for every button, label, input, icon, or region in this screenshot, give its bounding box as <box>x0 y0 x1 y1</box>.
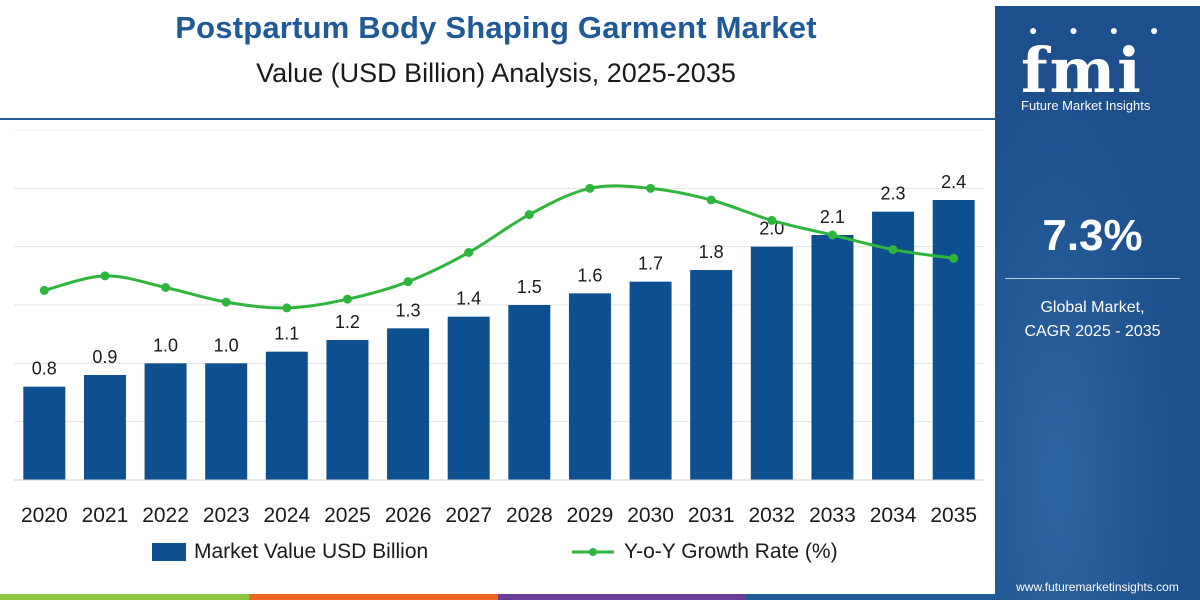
bar-value-label-2021: 0.9 <box>92 347 117 367</box>
bar-value-label-2033: 2.1 <box>820 207 845 227</box>
chart-panel: Postpartum Body Shaping Garment Market V… <box>0 10 995 600</box>
bar-value-label-2022: 1.0 <box>153 335 178 355</box>
x-tick-2033: 2033 <box>809 504 856 527</box>
bar-2023 <box>205 363 248 480</box>
bar-value-label-2026: 1.3 <box>396 300 421 320</box>
bar-2022 <box>144 363 187 480</box>
legend-line-swatch <box>572 548 614 556</box>
growth-point-2031 <box>706 195 716 205</box>
bar-2030 <box>629 281 672 480</box>
bar-value-label-2030: 1.7 <box>638 254 663 274</box>
cagr-divider <box>1005 278 1180 279</box>
bar-2033 <box>811 235 854 480</box>
bar-2034 <box>872 211 915 480</box>
logo-letters: fmi <box>1021 34 1143 107</box>
bar-value-label-2023: 1.0 <box>214 335 239 355</box>
legend-line-label: Y-o-Y Growth Rate (%) <box>624 540 838 563</box>
title-divider <box>0 118 995 120</box>
growth-point-2029 <box>585 183 595 193</box>
bar-value-label-2035: 2.4 <box>941 172 966 192</box>
growth-point-2023 <box>221 297 231 307</box>
x-tick-2031: 2031 <box>688 504 735 527</box>
x-tick-2024: 2024 <box>263 504 310 527</box>
bar-2028 <box>508 305 551 480</box>
bar-2027 <box>447 316 490 480</box>
chart-legend: Market Value USD Billion Y-o-Y Growth Ra… <box>0 540 992 574</box>
x-tick-2028: 2028 <box>506 504 553 527</box>
growth-point-2022 <box>161 283 171 292</box>
logo-dots-icon: ● ● ● ● <box>1029 22 1173 38</box>
bar-value-label-2031: 1.8 <box>699 242 724 262</box>
legend-bar-label: Market Value USD Billion <box>194 540 429 563</box>
bar-2024 <box>265 351 308 480</box>
x-tick-2027: 2027 <box>445 504 492 527</box>
bar-value-label-2029: 1.6 <box>577 265 602 285</box>
growth-point-2034 <box>888 245 898 255</box>
growth-point-2027 <box>464 248 474 257</box>
growth-point-2026 <box>403 277 413 287</box>
growth-point-2028 <box>524 210 534 220</box>
growth-rate-line <box>43 184 954 310</box>
bottom-color-strip <box>0 594 995 600</box>
bar-value-label-2028: 1.5 <box>517 277 542 297</box>
growth-point-2033 <box>827 230 837 240</box>
x-tick-2025: 2025 <box>324 504 371 527</box>
bar-line-chart: 0.8 2020 0.9 2021 1.0 2022 1.0 2023 1.1 2024 1.2 20… <box>14 130 984 527</box>
chart-title: Postpartum Body Shaping Garment Market <box>175 10 817 45</box>
x-tick-2026: 2026 <box>385 504 432 527</box>
x-tick-2021: 2021 <box>82 504 129 527</box>
x-tick-2022: 2022 <box>142 504 189 527</box>
growth-point-2024 <box>282 303 292 313</box>
bar-2025 <box>326 340 369 480</box>
x-tick-2035: 2035 <box>930 504 977 527</box>
x-tick-2029: 2029 <box>567 504 614 527</box>
sidebar-panel: ● ● ● ● fmi Future Market Insights 7.3% … <box>995 6 1200 600</box>
bar-2026 <box>387 328 430 480</box>
bar-2029 <box>568 293 611 480</box>
bar-2035 <box>932 200 975 480</box>
chart-subtitle: Value (USD Billion) Analysis, 2025-2035 <box>256 58 736 88</box>
bar-2020 <box>23 386 66 480</box>
x-tick-2032: 2032 <box>748 504 795 527</box>
x-tick-2023: 2023 <box>203 504 250 527</box>
cagr-label-line2: CAGR 2025 - 2035 <box>1024 323 1161 340</box>
growth-point-2021 <box>100 271 110 281</box>
cagr-value: 7.3% <box>1042 211 1143 260</box>
growth-point-2025 <box>342 294 352 304</box>
bar-value-label-2025: 1.2 <box>335 312 360 332</box>
bar-2032 <box>750 246 793 480</box>
bar-2021 <box>83 375 126 480</box>
growth-point-2035 <box>949 253 959 263</box>
legend-bar-swatch <box>152 543 186 561</box>
website-link[interactable]: www.futuremarketinsights.com <box>1016 580 1179 594</box>
bar-value-label-2027: 1.4 <box>456 289 481 309</box>
x-tick-2034: 2034 <box>870 504 917 527</box>
bar-value-label-2024: 1.1 <box>274 324 299 344</box>
x-tick-2020: 2020 <box>21 504 68 527</box>
bar-2031 <box>690 270 733 480</box>
legend-item-line: Y-o-Y Growth Rate (%) <box>570 540 838 564</box>
cagr-label-line1: Global Market, <box>1040 299 1145 316</box>
bar-value-label-2020: 0.8 <box>32 359 57 379</box>
cagr-label: Global Market, CAGR 2025 - 2035 <box>995 296 1190 344</box>
bar-value-label-2034: 2.3 <box>881 184 906 204</box>
logo-subtext: Future Market Insights <box>1021 98 1151 113</box>
growth-point-2032 <box>767 215 777 225</box>
growth-point-2030 <box>646 183 656 193</box>
legend-item-bars: Market Value USD Billion <box>152 540 428 564</box>
fmi-logo: ● ● ● ● fmi Future Market Insights <box>1021 20 1196 120</box>
growth-point-2020 <box>39 285 49 295</box>
x-tick-2030: 2030 <box>627 504 674 527</box>
